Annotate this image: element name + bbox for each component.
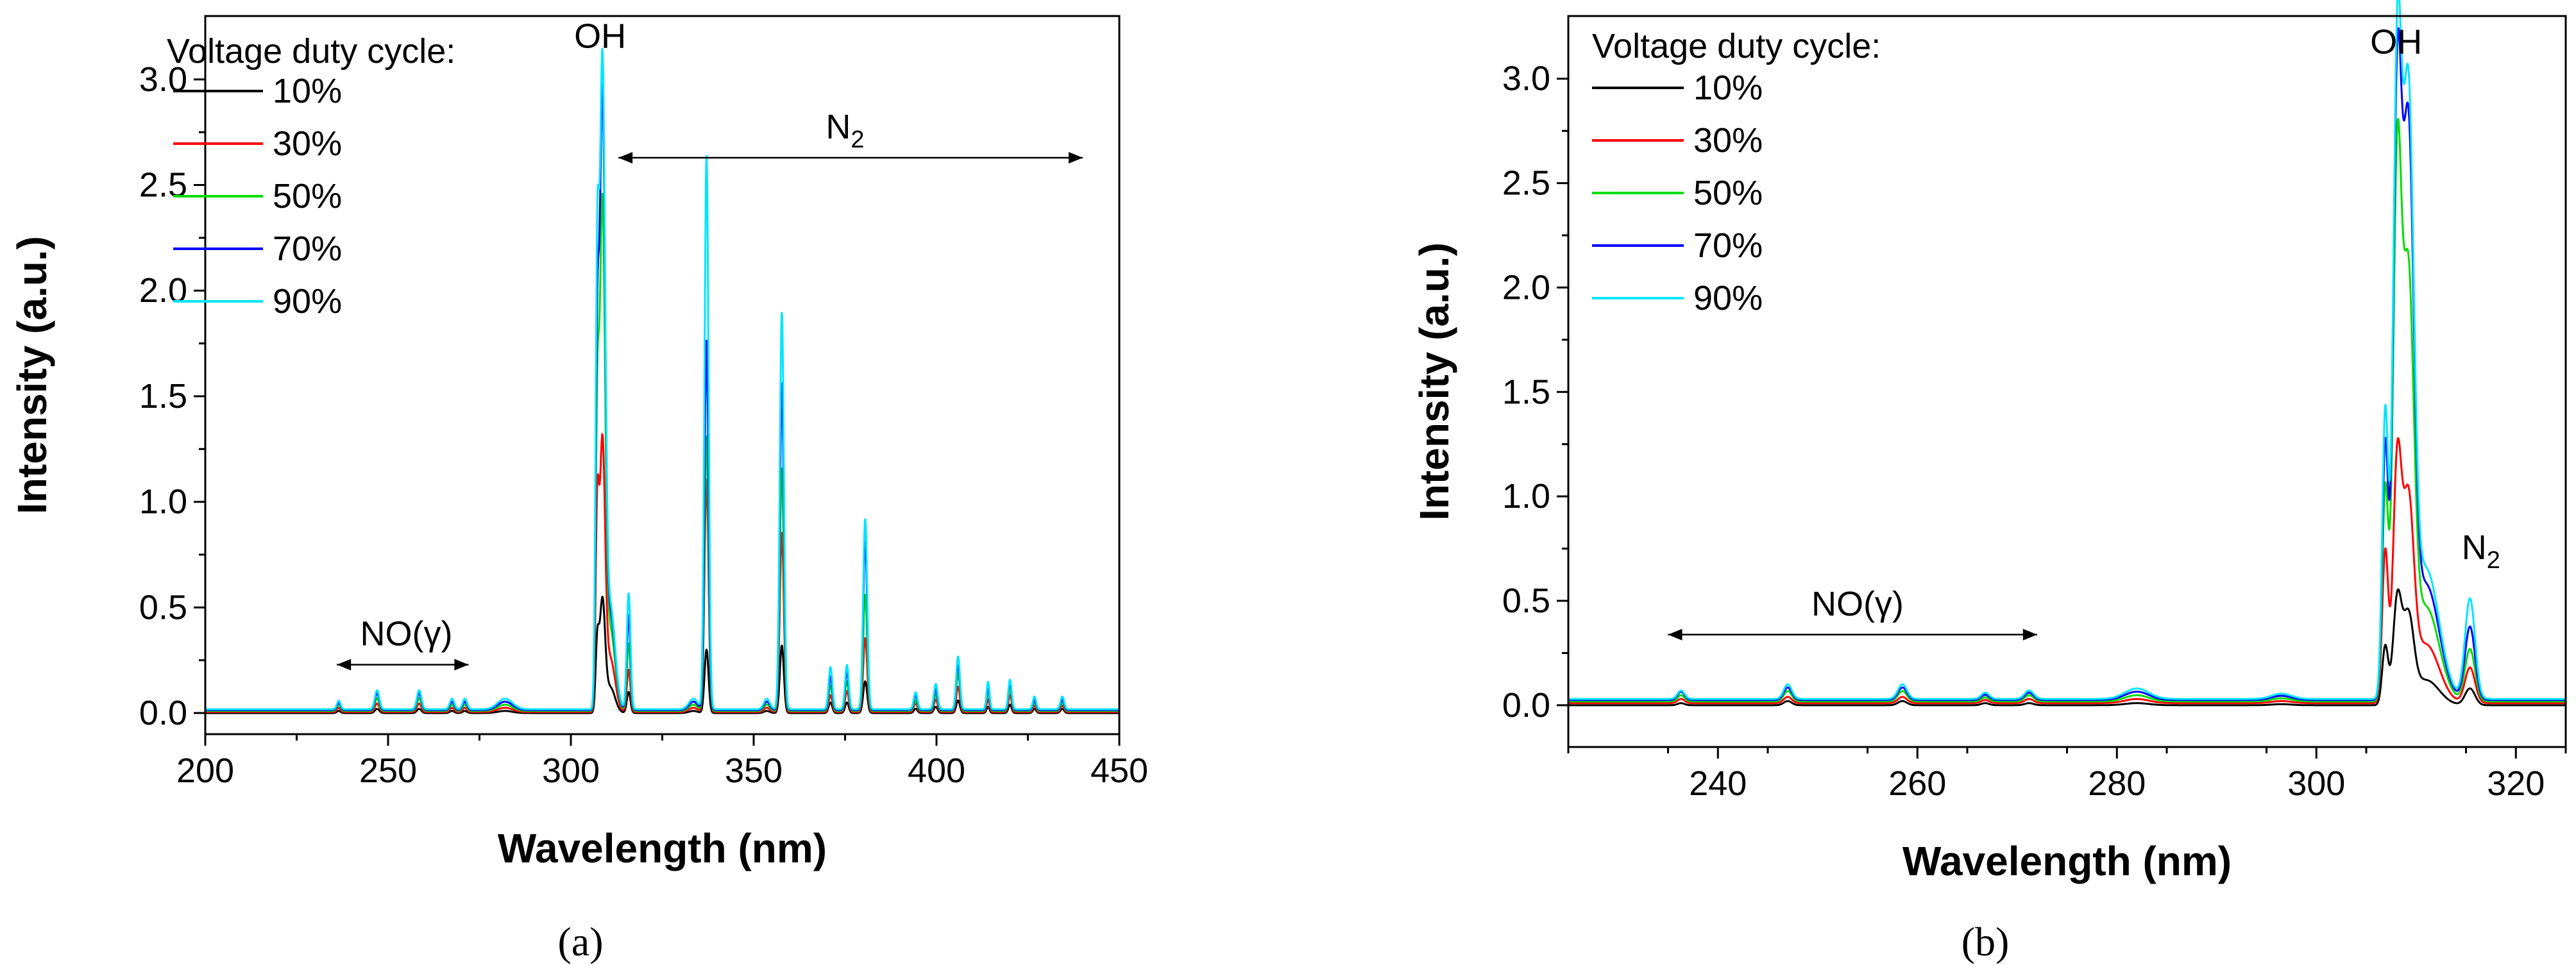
x-tick-label: 350 [725, 751, 783, 790]
legend-entry: 50% [1693, 174, 1763, 212]
series-line-70pct [1568, 27, 2566, 701]
legend-entry: 30% [273, 124, 342, 163]
y-tick-label: 0.5 [1502, 582, 1550, 620]
plot-frame [204, 15, 1121, 735]
x-tick-label: 320 [2487, 764, 2545, 803]
legend-entry: 10% [273, 72, 342, 110]
y-tick-label: 2.5 [139, 166, 187, 205]
legend-title: Voltage duty cycle: [1592, 27, 1881, 65]
legend-b: Voltage duty cycle: 10% 30% 50% 70% 90% [1592, 27, 1881, 317]
x-tick-label: 280 [2088, 764, 2146, 803]
series-group-b [1568, 0, 2566, 707]
series-line-50pct [205, 192, 1120, 712]
series-line-10pct [1568, 588, 2566, 707]
y-axis-title-b: Intensity (a.u.) [1411, 242, 1457, 521]
annotation-subscript: 2 [2487, 547, 2500, 574]
y-tick-label: 1.0 [1502, 477, 1550, 516]
y-tick-label: 1.5 [139, 377, 187, 415]
x-tick-label: 200 [176, 751, 234, 790]
x-tick-label: 240 [1689, 764, 1747, 803]
legend-entry: 30% [1693, 121, 1763, 160]
annotation-label: NO(γ) [360, 615, 453, 653]
annotations-b: OH N2 NO(γ) [1668, 23, 2500, 641]
annotation-label: OH [2370, 23, 2422, 62]
arrowhead-left [337, 659, 352, 671]
series-line-30pct [205, 433, 1120, 713]
y-tick-label: 2.5 [1502, 164, 1550, 203]
y-tick-label: 1.0 [139, 483, 187, 521]
y-tick-label: 0.0 [139, 694, 187, 732]
ticks-b: 240 260 280 300 320 0.0 0.5 1.0 1.5 2.0 2.5 3.0 [1502, 60, 2567, 803]
y-axis-title-a: Intensity (a.u.) [9, 236, 55, 514]
arrowhead-left [618, 152, 633, 164]
y-tick-label: 3.0 [1502, 60, 1550, 98]
series-line-90pct [1568, 0, 2566, 700]
legend-entry: 10% [1693, 69, 1763, 107]
x-tick-label: 260 [1888, 764, 1946, 803]
legend-entry: 90% [273, 282, 342, 321]
y-tick-label: 0.0 [1502, 686, 1550, 725]
x-axis-title-b: Wavelength (nm) [1902, 838, 2232, 884]
series-group-a [205, 47, 1120, 714]
annotation-label: NO(γ) [1811, 585, 1904, 623]
annotation-label: OH [574, 17, 626, 55]
x-tick-label: 250 [359, 751, 417, 790]
legend-entry: 50% [273, 177, 342, 215]
legend-entry: 90% [1693, 279, 1763, 317]
y-tick-label: 2.0 [139, 271, 187, 310]
series-line-30pct [1568, 437, 2566, 705]
y-tick-label: 0.5 [139, 588, 187, 626]
arrowhead-left [1668, 628, 1682, 641]
x-tick-label: 450 [1090, 751, 1148, 790]
arrowhead-right [454, 659, 469, 671]
legend-a: Voltage duty cycle:10% 30% 50% 70% 90% [167, 32, 455, 321]
x-tick-label: 400 [908, 751, 965, 790]
series-line-70pct [205, 82, 1120, 711]
series-line-90pct [205, 47, 1120, 710]
annotation-subscript: 2 [851, 126, 864, 153]
panel-label-a: (a) [557, 919, 603, 964]
arrowhead-right [1069, 152, 1083, 164]
x-axis-title-a: Wavelength (nm) [498, 825, 827, 871]
legend-entry: 70% [1693, 226, 1763, 265]
arrowhead-right [2022, 628, 2037, 641]
chart-panel-b: 240 260 280 300 320 0.0 0.5 1.0 1.5 2.0 2.5 3.0 Vol… [1411, 0, 2567, 964]
x-tick-label: 300 [2287, 764, 2345, 803]
axes-a [204, 15, 1121, 735]
chart-panel-a: 200 250 300 350 400 4500.00.51.01.52.02.53.0 … [9, 15, 1148, 964]
y-tick-label: 1.5 [1502, 373, 1550, 411]
legend-title: Voltage duty cycle: [167, 32, 455, 71]
legend-entry: 70% [273, 230, 342, 268]
x-tick-label: 300 [542, 751, 600, 790]
series-line-50pct [1568, 117, 2566, 703]
annotation-label: N2 [2462, 528, 2500, 574]
series-line-10pct [205, 596, 1120, 714]
annotation-label: N2 [826, 108, 864, 153]
panel-label-b: (b) [1962, 919, 2010, 964]
y-tick-label: 2.0 [1502, 268, 1550, 306]
annotations-a: OH N2 NO(γ) [337, 17, 1083, 671]
